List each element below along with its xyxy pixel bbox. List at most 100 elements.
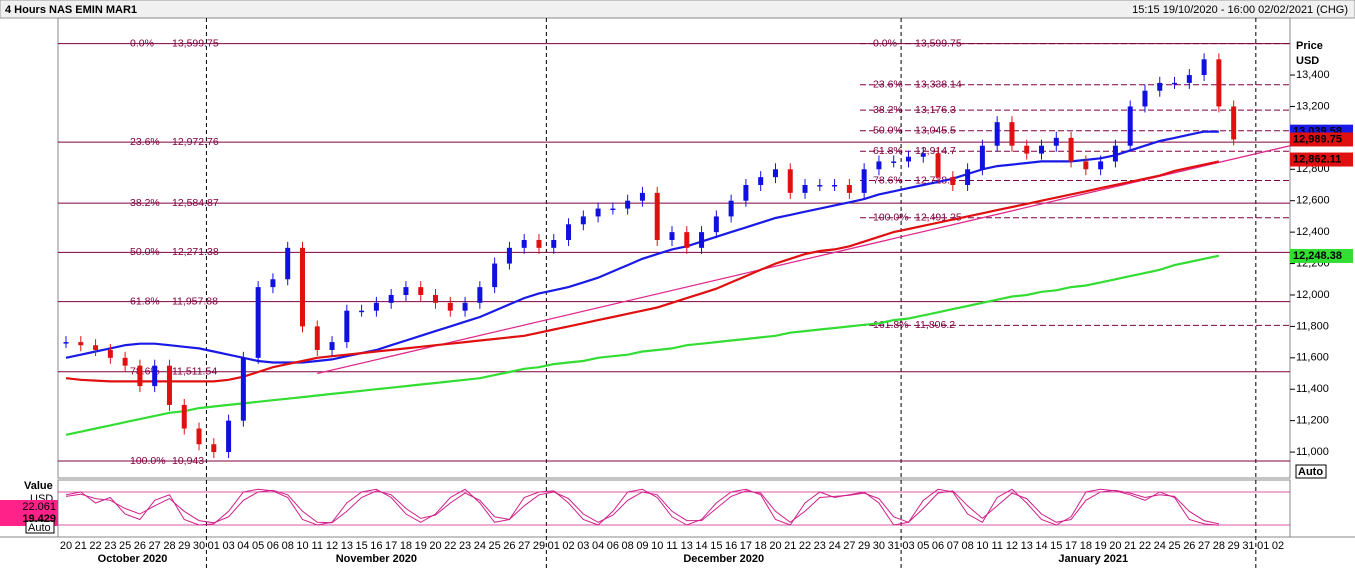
x-tick-label: 13 bbox=[681, 540, 693, 552]
candle bbox=[344, 310, 350, 343]
x-tick-label: 02 bbox=[1272, 540, 1284, 552]
x-tick-label: 08 bbox=[961, 540, 973, 552]
fib-value: 12,584.87 bbox=[172, 197, 219, 209]
fib-percent: 50.0% bbox=[873, 125, 903, 137]
x-tick-label: 27 bbox=[149, 540, 161, 552]
candle bbox=[447, 302, 453, 311]
x-tick-label: 22 bbox=[1139, 540, 1151, 552]
x-tick-label: 03 bbox=[222, 540, 234, 552]
candle bbox=[1216, 59, 1222, 107]
osc-readout: 22.061 bbox=[22, 501, 56, 513]
x-tick-label: 22 bbox=[89, 540, 101, 552]
x-tick-label: 09 bbox=[636, 540, 648, 552]
x-tick-label: 20 bbox=[60, 540, 72, 552]
fib-value: 12,271.38 bbox=[172, 246, 219, 258]
month-label: December 2020 bbox=[683, 553, 764, 565]
x-tick-label: 04 bbox=[237, 540, 249, 552]
x-tick-label: 25 bbox=[1168, 540, 1180, 552]
x-tick-label: 05 bbox=[252, 540, 264, 552]
fib-percent: 38.2% bbox=[873, 104, 903, 116]
x-tick-label: 21 bbox=[75, 540, 87, 552]
x-tick-label: 24 bbox=[1154, 540, 1166, 552]
x-tick-label: 15 bbox=[1050, 540, 1062, 552]
fib-value: 13,599.75 bbox=[172, 37, 219, 49]
fib-value: 11,511.54 bbox=[172, 365, 217, 377]
fib-percent: 0.0% bbox=[130, 37, 154, 49]
x-tick-label: 03 bbox=[902, 540, 914, 552]
candle bbox=[521, 239, 527, 248]
x-tick-label: 10 bbox=[296, 540, 308, 552]
x-tick-label: 31 bbox=[888, 540, 900, 552]
candle bbox=[861, 169, 867, 193]
y-tick-label: 12,400 bbox=[1296, 226, 1330, 238]
x-tick-label: 14 bbox=[695, 540, 707, 552]
candle bbox=[905, 156, 911, 162]
candle bbox=[1083, 161, 1089, 170]
x-tick-label: 30 bbox=[193, 540, 205, 552]
fib-value: 13,599.75 bbox=[915, 37, 962, 49]
x-tick-label: 20 bbox=[769, 540, 781, 552]
month-label: November 2020 bbox=[336, 553, 417, 565]
fib-percent: 0.0% bbox=[873, 37, 897, 49]
osc-scale-mode[interactable]: Auto bbox=[28, 522, 51, 534]
x-tick-label: 22 bbox=[444, 540, 456, 552]
candle bbox=[536, 239, 542, 248]
x-tick-label: 22 bbox=[799, 540, 811, 552]
osc-readout: 19.429 bbox=[22, 513, 56, 525]
x-tick-label: 28 bbox=[1213, 540, 1225, 552]
price-tag bbox=[1290, 248, 1353, 263]
scale-mode[interactable]: Auto bbox=[1298, 466, 1323, 478]
x-tick-label: 05 bbox=[917, 540, 929, 552]
candle bbox=[166, 365, 172, 405]
x-tick-label: 25 bbox=[119, 540, 131, 552]
candle bbox=[93, 345, 99, 350]
candle bbox=[63, 342, 69, 344]
candle bbox=[595, 208, 601, 217]
candle bbox=[846, 185, 852, 193]
month-label: October 2020 bbox=[98, 553, 168, 565]
scale-mode-box[interactable] bbox=[1295, 464, 1327, 479]
x-tick-label: 13 bbox=[341, 540, 353, 552]
price-tag bbox=[1290, 152, 1353, 167]
range-text: 15:15 19/10/2020 - 16:00 02/02/2021 (CHG… bbox=[1132, 4, 1348, 16]
x-tick-label: 01 bbox=[548, 540, 560, 552]
candle bbox=[152, 365, 158, 387]
candle bbox=[610, 208, 616, 211]
candle bbox=[1142, 90, 1148, 107]
price-tag bbox=[1290, 132, 1353, 147]
candle bbox=[772, 169, 778, 178]
candle bbox=[270, 279, 276, 288]
candle bbox=[1201, 59, 1207, 76]
x-tick-label: 14 bbox=[1035, 540, 1047, 552]
x-tick-label: 23 bbox=[459, 540, 471, 552]
candle bbox=[492, 263, 498, 288]
candle bbox=[625, 200, 631, 209]
x-tick-label: 29 bbox=[858, 540, 870, 552]
x-tick-label: 08 bbox=[622, 540, 634, 552]
candle bbox=[373, 302, 379, 311]
x-tick-label: 10 bbox=[976, 540, 988, 552]
y-tick-label: 11,000 bbox=[1296, 446, 1329, 458]
candle bbox=[699, 232, 705, 248]
fib-percent: 23.6% bbox=[873, 79, 903, 91]
price-tag-label: 12,862.11 bbox=[1293, 153, 1341, 165]
candle bbox=[639, 192, 645, 201]
candle bbox=[817, 185, 823, 187]
candle bbox=[876, 161, 882, 170]
candle bbox=[226, 420, 232, 453]
fib-percent: 100.0% bbox=[130, 455, 166, 467]
x-tick-label: 07 bbox=[947, 540, 959, 552]
candle bbox=[329, 342, 335, 350]
osc-scale-box[interactable] bbox=[25, 520, 55, 534]
candle bbox=[787, 169, 793, 193]
oscillator-line bbox=[65, 489, 1220, 525]
candle bbox=[285, 247, 291, 280]
main-pane bbox=[57, 17, 1291, 479]
x-tick-label: 19 bbox=[1095, 540, 1107, 552]
candle bbox=[433, 294, 439, 303]
candle bbox=[935, 153, 941, 178]
candle bbox=[299, 247, 305, 327]
fib-percent: 61.8% bbox=[873, 145, 903, 157]
candle bbox=[477, 287, 483, 303]
